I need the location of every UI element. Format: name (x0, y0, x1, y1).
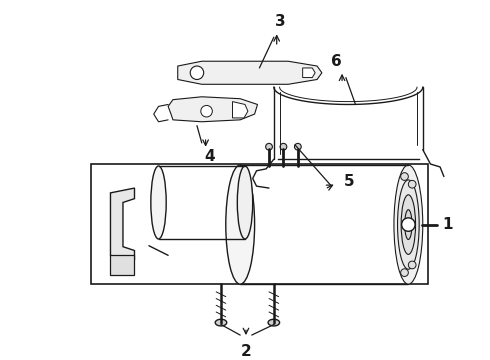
Ellipse shape (408, 261, 416, 269)
Ellipse shape (394, 165, 423, 284)
Ellipse shape (397, 180, 419, 269)
Text: 4: 4 (204, 149, 215, 164)
Ellipse shape (215, 319, 227, 326)
Text: 2: 2 (241, 344, 251, 359)
Ellipse shape (151, 166, 166, 239)
Polygon shape (178, 61, 322, 84)
Ellipse shape (266, 143, 272, 150)
Text: 5: 5 (344, 174, 355, 189)
Polygon shape (110, 188, 134, 260)
Ellipse shape (268, 319, 280, 326)
Ellipse shape (405, 210, 412, 239)
Text: 1: 1 (442, 217, 452, 232)
Ellipse shape (401, 269, 408, 276)
Ellipse shape (280, 143, 287, 150)
Ellipse shape (401, 195, 416, 255)
Polygon shape (233, 102, 248, 118)
Bar (91, 164, 428, 284)
Polygon shape (110, 255, 134, 275)
Ellipse shape (402, 218, 415, 231)
Text: 3: 3 (275, 14, 286, 29)
Text: 6: 6 (331, 54, 342, 69)
Ellipse shape (408, 180, 416, 188)
Ellipse shape (190, 66, 204, 80)
Ellipse shape (237, 166, 253, 239)
Polygon shape (303, 68, 315, 77)
Ellipse shape (401, 173, 408, 180)
Ellipse shape (201, 105, 212, 117)
Ellipse shape (226, 165, 255, 284)
Polygon shape (168, 97, 257, 122)
Ellipse shape (294, 143, 301, 150)
